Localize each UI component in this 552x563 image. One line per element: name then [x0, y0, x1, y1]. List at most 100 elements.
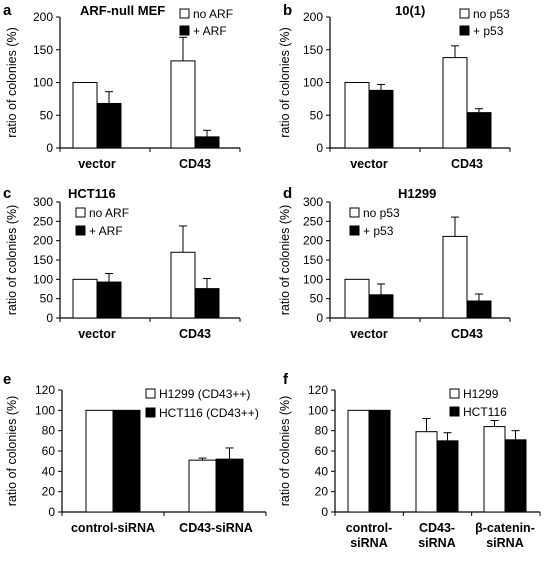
y-tick-label: 60 [42, 444, 56, 458]
y-tick-label: 100 [33, 76, 53, 90]
bar [344, 278, 370, 319]
y-tick-label: 0 [316, 141, 323, 155]
legend-label: + ARF [89, 224, 123, 238]
legend-swatch [449, 406, 460, 417]
y-tick-label: 150 [33, 43, 53, 57]
y-tick-label: 0 [46, 141, 53, 155]
legend-swatch [459, 25, 470, 36]
legend-label: no p53 [363, 206, 400, 220]
legend-swatch [179, 25, 190, 36]
legend-label: H1299 (CD43++) [159, 387, 250, 401]
y-tick-label: 100 [308, 403, 328, 417]
chart-panel-f: f 0 20 40 60 80 100 120 ratio of colonies (%) con… [278, 371, 541, 550]
legend-swatch [145, 388, 156, 399]
bar [466, 300, 492, 319]
y-tick-label: 40 [315, 464, 329, 478]
y-tick-label: 50 [310, 108, 324, 122]
bar [85, 409, 114, 513]
bar [112, 409, 141, 513]
x-tick-label: vector [350, 327, 388, 341]
legend-label: + ARF [193, 24, 227, 38]
legend-label: + p53 [363, 224, 394, 238]
bar [170, 251, 196, 319]
chart-title: 10(1) [395, 3, 425, 18]
y-tick-label: 150 [303, 43, 323, 57]
x-tick-label: CD43-siRNA [179, 521, 253, 535]
y-tick-label: 40 [42, 464, 56, 478]
bar [96, 281, 122, 319]
y-tick-label: 50 [40, 108, 54, 122]
bar [415, 431, 438, 513]
y-tick-label: 100 [33, 272, 53, 286]
legend-swatch [349, 225, 360, 236]
x-tick-label: vector [78, 327, 116, 341]
y-tick-label: 200 [33, 10, 53, 24]
y-axis-label: ratio of colonies (%) [278, 205, 292, 315]
chart-panel-c: c HCT116 0 50 100 150 200 250 300 ratio of coloni… [3, 185, 241, 341]
x-tick-label: vector [350, 157, 388, 171]
bar [194, 288, 220, 319]
y-tick-label: 0 [316, 311, 323, 325]
x-tick-label: siRNA [486, 536, 524, 550]
y-tick-label: 120 [308, 383, 328, 397]
y-tick-label: 200 [303, 10, 323, 24]
legend-swatch [179, 8, 190, 19]
legend-label: no ARF [193, 7, 233, 21]
legend-swatch [349, 207, 360, 218]
y-tick-label: 0 [321, 505, 328, 519]
bar [442, 57, 468, 149]
legend-label: HCT116 (CD43++) [159, 406, 259, 420]
bar [368, 89, 394, 149]
x-tick-label: control- [346, 521, 393, 535]
y-tick-label: 100 [35, 403, 55, 417]
legend-label: H1299 [463, 387, 499, 401]
legend-label: no p53 [473, 7, 510, 21]
y-tick-label: 0 [46, 311, 53, 325]
chart-title: HCT116 [68, 186, 116, 201]
panel-letter: f [283, 371, 289, 388]
y-tick-label: 300 [303, 195, 323, 209]
y-tick-label: 100 [303, 272, 323, 286]
y-tick-label: 150 [33, 253, 53, 267]
chart-panel-d: d H1299 0 50 100 150 200 250 300 ratio of colonie… [278, 185, 511, 341]
bar [72, 278, 98, 319]
y-tick-label: 200 [33, 234, 53, 248]
chart-panel-e: e 0 20 40 60 80 100 120 ratio of colonies (%) con… [3, 371, 267, 535]
panel-letter: b [283, 2, 292, 19]
panel-letter: c [3, 185, 11, 202]
y-tick-label: 0 [48, 505, 55, 519]
bar [368, 409, 391, 513]
y-axis-label: ratio of colonies (%) [5, 396, 19, 506]
chart-panel-a: a ARF-null MEF 0 50 100 150 200 ratio of coloni… [3, 2, 241, 171]
y-axis-label: ratio of colonies (%) [5, 205, 19, 315]
x-tick-label: siRNA [350, 536, 388, 550]
y-tick-label: 200 [303, 234, 323, 248]
panel-letter: d [283, 185, 292, 202]
y-tick-label: 80 [42, 424, 56, 438]
y-tick-label: 80 [315, 424, 329, 438]
legend-label: + p53 [473, 24, 504, 38]
bar [368, 294, 394, 319]
x-tick-label: CD43 [451, 327, 483, 341]
bar [194, 136, 220, 149]
x-tick-label: CD43- [419, 521, 455, 535]
chart-panel-b: b 10(1) 0 50 100 150 200 ratio of colonies (%) v… [278, 2, 511, 171]
bar [170, 60, 196, 149]
y-tick-label: 150 [303, 253, 323, 267]
y-tick-label: 50 [40, 292, 54, 306]
panel-letter: e [3, 371, 11, 388]
bar [188, 459, 217, 513]
y-axis-label: ratio of colonies (%) [278, 396, 292, 506]
panel-letter: a [3, 2, 12, 19]
y-axis-label: ratio of colonies (%) [5, 27, 19, 137]
legend-swatch [449, 388, 460, 399]
bar [442, 235, 468, 319]
x-tick-label: CD43 [179, 157, 211, 171]
legend-swatch [75, 207, 86, 218]
legend-label: HCT116 [463, 405, 507, 419]
y-tick-label: 250 [33, 214, 53, 228]
y-tick-label: 250 [303, 214, 323, 228]
bar [215, 458, 244, 513]
x-tick-label: siRNA [418, 536, 456, 550]
y-tick-label: 100 [303, 76, 323, 90]
